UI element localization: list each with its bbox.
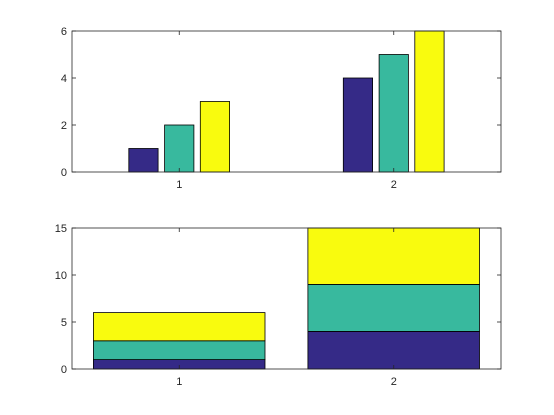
y-tick-label: 2	[61, 120, 67, 132]
x-tick-label: 2	[391, 376, 397, 388]
axes-box	[71, 227, 502, 370]
x-tick-label: 1	[176, 179, 182, 191]
y-tick-label: 0	[61, 364, 67, 376]
bar	[128, 148, 159, 173]
y-tick-label: 10	[55, 270, 67, 282]
bar	[342, 77, 373, 173]
axes-box	[71, 30, 502, 173]
bar-segment	[307, 283, 480, 332]
bar	[199, 101, 231, 173]
bar-segment	[93, 312, 266, 342]
bar	[164, 124, 195, 173]
y-tick-label: 15	[55, 223, 67, 235]
y-tick-label: 0	[61, 167, 67, 179]
bar	[378, 54, 409, 173]
bar-segment	[307, 227, 480, 285]
y-tick-label: 5	[61, 317, 67, 329]
y-tick-label: 6	[61, 26, 67, 38]
bar-segment	[93, 340, 266, 360]
x-tick-label: 2	[391, 179, 397, 191]
bar	[414, 30, 445, 173]
bottom-stacked-bar-chart: 0 5 10 15 1 2	[55, 223, 502, 388]
y-tick-label: 4	[61, 73, 67, 85]
top-grouped-bar-chart: 0 2 4 6 1 2	[61, 26, 502, 191]
x-tick-label: 1	[176, 376, 182, 388]
bar-segment	[307, 330, 480, 370]
